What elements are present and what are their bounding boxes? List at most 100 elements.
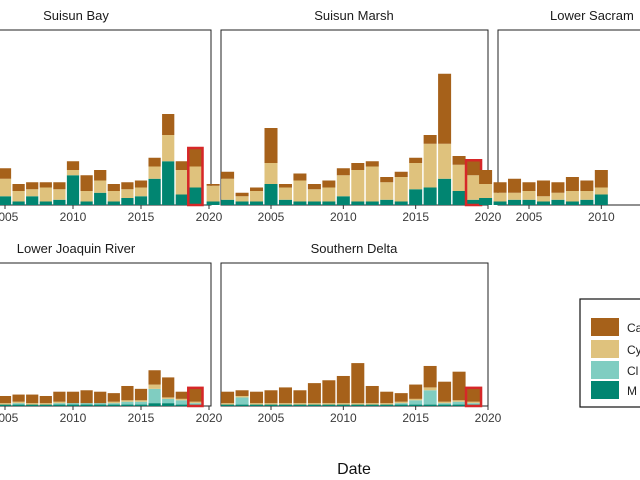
bar-segment-cyan xyxy=(467,175,481,200)
bar-segment-cyan xyxy=(94,180,107,193)
bar-segment-cal xyxy=(351,363,365,404)
bar-segment-cal xyxy=(66,161,80,170)
bar-segment-myx xyxy=(293,404,307,406)
bar-segment-myx xyxy=(235,201,249,205)
bar-segment-cal xyxy=(121,182,134,190)
bar-segment-cyan xyxy=(322,403,336,405)
bar-segment-cal xyxy=(26,394,39,404)
bar-segment-cal xyxy=(322,180,336,188)
bar-segment-cyan xyxy=(66,170,80,176)
bar-segment-cal xyxy=(134,180,148,188)
panel-title: Lower Joaquin River xyxy=(17,241,136,256)
bar-segment-cyan xyxy=(365,403,379,405)
legend-label: Ca xyxy=(627,321,640,335)
bar-segment-cyan xyxy=(307,189,321,202)
bar-segment-cyan xyxy=(336,175,350,197)
bar-segment-cyan xyxy=(0,403,12,405)
bar-segment-cyan xyxy=(39,187,52,202)
bar-segment-myx xyxy=(80,404,93,406)
bar-segment-cyan xyxy=(162,397,175,399)
bar-segment-cyan xyxy=(221,403,235,405)
bar-segment-cal xyxy=(479,170,493,184)
x-tick-label: 2015 xyxy=(128,411,155,425)
bar-segment-cyan xyxy=(423,387,437,391)
bar-segment-cyan xyxy=(394,401,408,404)
x-tick-label: 2015 xyxy=(402,411,429,425)
bar-segment-cal xyxy=(162,377,175,398)
bar-segment-cal xyxy=(189,149,202,167)
legend-swatch-myx xyxy=(591,381,619,399)
bar-segment-cyan xyxy=(134,187,148,197)
bar-segment-cal xyxy=(438,381,452,402)
highlight-box xyxy=(187,146,204,207)
bar-segment-cyan xyxy=(26,189,39,197)
bar-segment-cyan xyxy=(307,403,321,405)
bar-segment-cal xyxy=(365,161,379,167)
highlight-box xyxy=(187,386,204,408)
bar-segment-cyan xyxy=(148,384,161,389)
bar-segment-myx xyxy=(365,201,379,205)
bar-segment-myx xyxy=(307,404,321,406)
bar-segment-cyan xyxy=(264,163,278,184)
bar-segment-cyan xyxy=(278,187,292,200)
bar-segment-myx xyxy=(438,178,452,205)
bar-segment-cyan xyxy=(594,187,608,195)
bar-segment-cyan xyxy=(250,403,264,405)
bar-segment-chl xyxy=(467,403,481,405)
bar-segment-cyan xyxy=(493,192,507,202)
bar-segment-myx xyxy=(264,184,278,205)
bar-segment-myx xyxy=(94,404,107,406)
bar-segment-myx xyxy=(409,189,423,205)
bar-segment-myx xyxy=(423,187,437,205)
bar-segment-cyan xyxy=(175,170,188,195)
bar-segment-myx xyxy=(565,201,579,205)
bar-segment-cal xyxy=(580,180,594,191)
bar-segment-myx xyxy=(66,175,80,205)
bar-segment-cyan xyxy=(206,185,220,202)
x-tick-label: 2020 xyxy=(475,411,502,425)
bar-segment-myx xyxy=(26,196,39,205)
bar-segment-myx xyxy=(12,201,25,205)
bar-segment-myx xyxy=(0,404,12,406)
bar-segment-myx xyxy=(423,404,437,406)
bar-segment-cal xyxy=(594,170,608,188)
bar-segment-myx xyxy=(380,199,394,205)
panel-title: Suisun Bay xyxy=(43,8,109,23)
x-tick-label: 2005 xyxy=(258,411,285,425)
bar-segment-myx xyxy=(380,404,394,406)
bar-segment-cyan xyxy=(479,184,493,198)
bar-segment-cyan xyxy=(380,403,394,405)
bar-segment-chl xyxy=(175,400,188,405)
bar-segment-myx xyxy=(536,201,550,205)
bar-segment-myx xyxy=(322,404,336,406)
bar-segment-chl xyxy=(452,401,466,405)
bar-segment-cal xyxy=(293,173,307,181)
bar-segment-cal xyxy=(162,114,175,135)
x-axis-label: Date xyxy=(337,461,371,478)
bar-segment-cal xyxy=(148,157,161,167)
bar-segment-myx xyxy=(12,404,25,406)
bar-segment-cyan xyxy=(438,401,452,404)
bar-segment-myx xyxy=(293,201,307,205)
bar-segment-cal xyxy=(264,128,278,163)
bar-segment-cyan xyxy=(121,189,134,198)
bar-segment-cyan xyxy=(508,192,522,200)
bar-segment-cyan xyxy=(26,403,39,405)
bar-segment-cyan xyxy=(175,398,188,401)
bar-segment-myx xyxy=(148,403,161,406)
bar-segment-myx xyxy=(175,404,188,406)
bar-segment-cyan xyxy=(409,163,423,190)
bar-segment-chl xyxy=(438,403,452,405)
bar-segment-myx xyxy=(221,199,235,205)
bar-segment-cyan xyxy=(336,403,350,405)
bar-segment-cyan xyxy=(322,187,336,202)
bar-segment-myx xyxy=(148,178,161,205)
x-tick-label: 2015 xyxy=(128,210,155,224)
bar-segment-myx xyxy=(394,201,408,205)
bar-segment-chl xyxy=(162,398,175,404)
bar-segment-cal xyxy=(278,184,292,188)
bar-segment-chl xyxy=(80,403,93,405)
bar-segment-cal xyxy=(206,184,220,186)
bar-segment-cyan xyxy=(235,395,249,398)
bar-segment-myx xyxy=(594,194,608,205)
